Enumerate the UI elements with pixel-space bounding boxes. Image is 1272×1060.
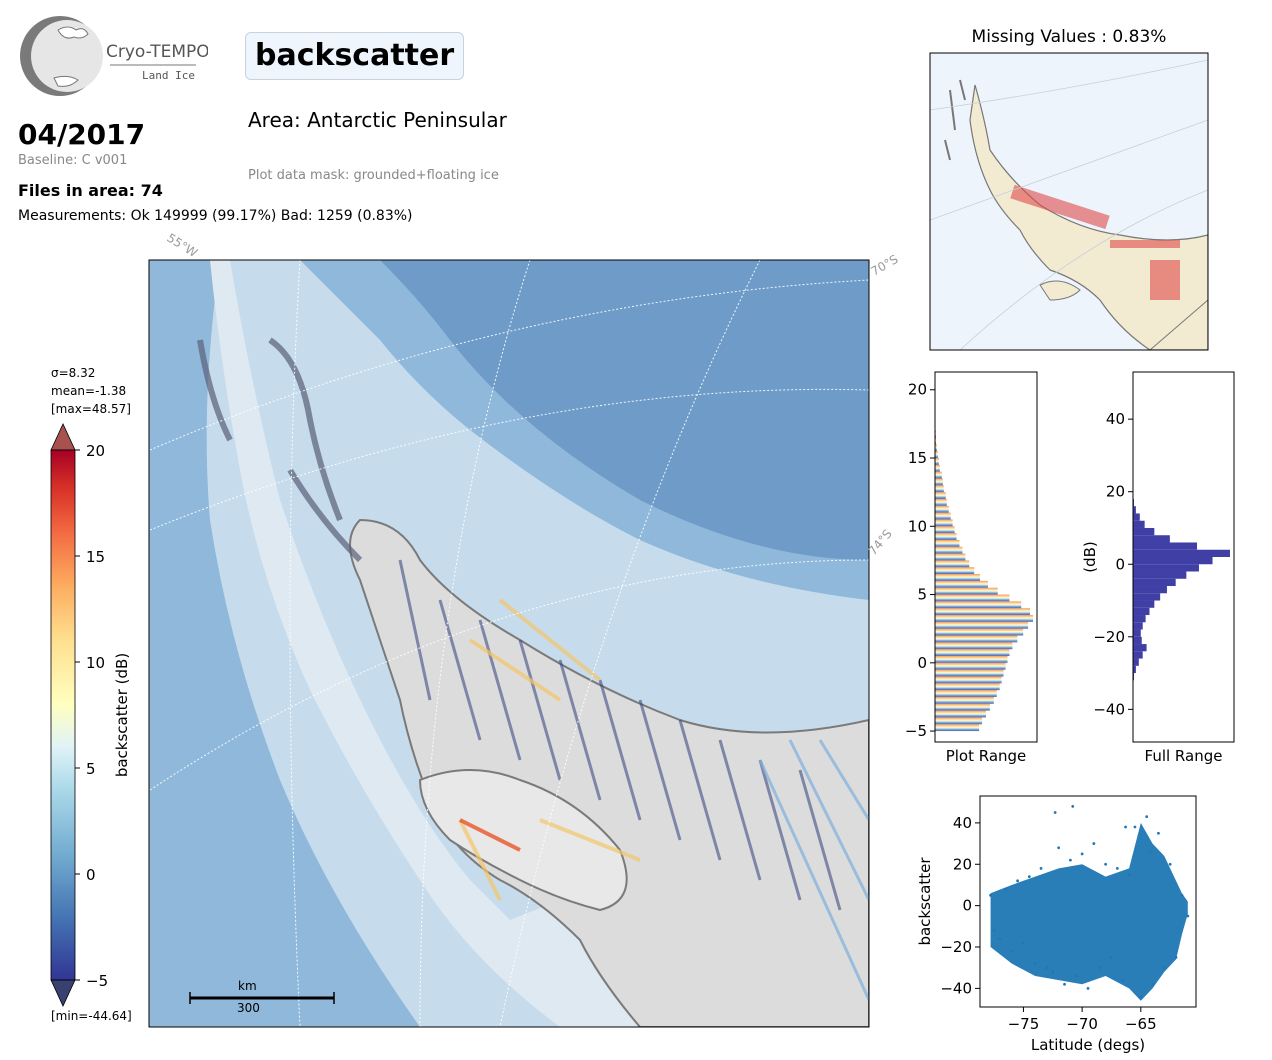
period-label: 04/2017 <box>18 118 146 151</box>
baseline-label: Baseline: C v001 <box>18 153 128 168</box>
variable-title: backscatter <box>245 32 465 80</box>
map-island <box>418 769 628 912</box>
cryo-tempo-logo: Cryo-TEMPO Land Ice <box>18 16 210 100</box>
plot-mask-label: Plot data mask: grounded+floating ice <box>248 168 499 183</box>
logo-subtitle: Land Ice <box>142 69 195 82</box>
measurements-summary: Measurements: Ok 149999 (99.17%) Bad: 12… <box>18 208 413 224</box>
logo-name: Cryo-TEMPO <box>106 42 208 62</box>
graticule-label-70s: 70°S <box>869 252 901 279</box>
scalebar-unit: km <box>238 979 257 993</box>
main-map: km 300 <box>149 260 869 1027</box>
area-label: Area: Antarctic Peninsular <box>248 108 507 132</box>
map-frame <box>148 259 870 1028</box>
missing-values-title: Missing Values : 0.83% <box>971 27 1167 47</box>
map-deep-ocean <box>380 260 869 560</box>
graticule-label-55w: 55°W <box>164 231 200 261</box>
scalebar-value: 300 <box>237 1001 260 1015</box>
graticule-label-74s: 74°S <box>866 527 895 558</box>
files-count: Files in area: 74 <box>18 181 163 200</box>
